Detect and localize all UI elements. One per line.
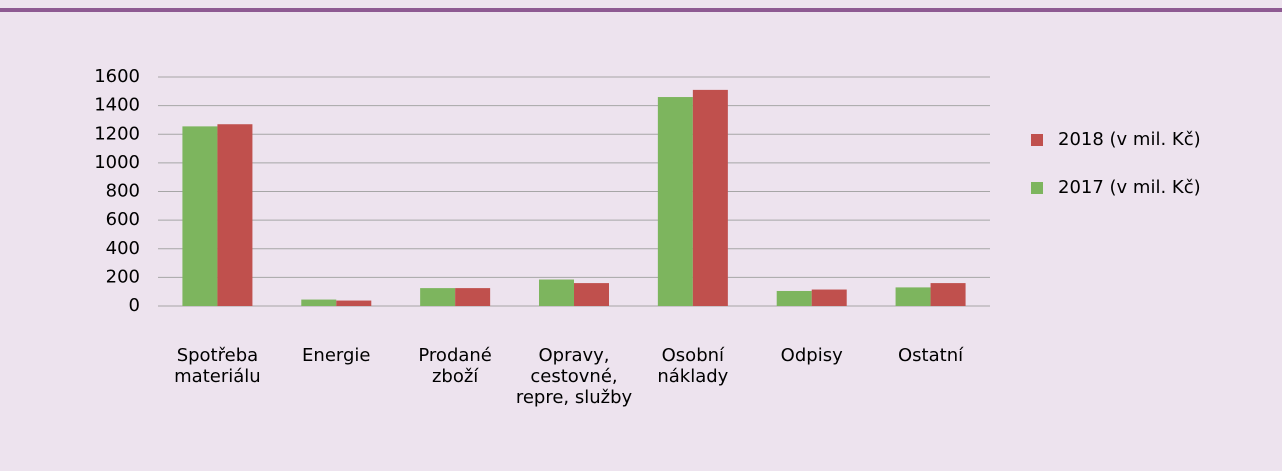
bar bbox=[182, 126, 218, 306]
bar bbox=[217, 124, 253, 306]
bar bbox=[420, 288, 456, 306]
x-tick-label: Ostatní bbox=[898, 345, 964, 366]
bar bbox=[455, 288, 491, 306]
x-tick-label: Energie bbox=[302, 345, 371, 366]
y-tick-label: 200 bbox=[106, 266, 140, 287]
bar bbox=[657, 97, 693, 306]
y-tick-label: 1600 bbox=[94, 66, 140, 87]
y-tick-label: 600 bbox=[106, 209, 140, 230]
legend-label: 2018 (v mil. Kč) bbox=[1058, 129, 1201, 150]
x-tick-label: Spotřeba materiálu bbox=[174, 345, 261, 387]
x-tick-label: Prodané zboží bbox=[418, 345, 492, 387]
legend-label: 2017 (v mil. Kč) bbox=[1058, 177, 1201, 198]
x-tick-label: Osobní náklady bbox=[657, 345, 729, 387]
y-tick-label: 400 bbox=[106, 238, 140, 259]
bar bbox=[692, 89, 728, 306]
y-tick-label: 800 bbox=[106, 181, 140, 202]
legend-swatch bbox=[1031, 134, 1043, 146]
bar bbox=[776, 290, 812, 306]
x-tick-label: Odpisy bbox=[780, 345, 843, 366]
top-border bbox=[0, 8, 1282, 12]
y-tick-label: 0 bbox=[129, 295, 140, 316]
legend-swatch bbox=[1031, 182, 1043, 194]
y-tick-label: 1400 bbox=[94, 95, 140, 116]
bar bbox=[336, 300, 372, 306]
x-tick-label: Opravy, cestovné, repre, služby bbox=[515, 345, 633, 408]
bar bbox=[930, 283, 966, 306]
y-tick-label: 1000 bbox=[94, 152, 140, 173]
bar bbox=[895, 287, 931, 306]
y-tick-label: 1200 bbox=[94, 123, 140, 144]
bar bbox=[301, 299, 337, 306]
bar bbox=[574, 283, 609, 306]
bar bbox=[539, 279, 574, 306]
bar bbox=[811, 289, 847, 306]
